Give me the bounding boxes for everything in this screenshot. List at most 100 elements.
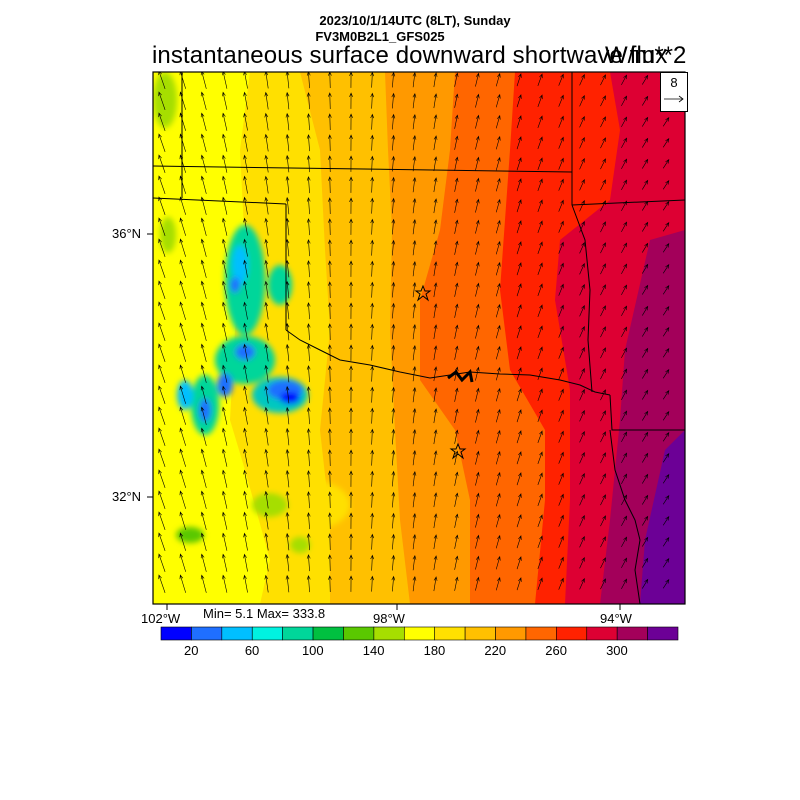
colorbar-swatch — [373, 626, 405, 641]
wind-arrow-icon — [495, 177, 501, 192]
wind-arrow-icon — [475, 345, 480, 360]
wind-arrow-icon — [370, 533, 375, 550]
wind-arrow-icon — [158, 91, 166, 111]
wind-arrow-icon — [200, 301, 207, 320]
wind-arrow-icon — [285, 574, 290, 593]
wind-arrow-icon — [579, 262, 585, 275]
wind-arrow-icon — [158, 574, 166, 594]
wind-arrow-icon — [412, 365, 417, 382]
wind-arrow-icon — [558, 409, 564, 422]
wind-arrow-icon — [222, 154, 228, 173]
wind-arrow-icon — [621, 431, 628, 442]
wind-arrow-icon — [328, 323, 332, 341]
date-line: 2023/10/1/14UTC (8LT), Sunday — [319, 13, 511, 28]
wind-arrow-icon — [600, 452, 606, 464]
wind-arrow-icon — [558, 535, 564, 548]
wind-arrow-icon — [558, 178, 564, 191]
wind-arrow-icon — [433, 240, 438, 256]
wind-arrow-icon — [391, 323, 396, 340]
wind-arrow-icon — [516, 283, 522, 297]
wind-arrow-icon — [621, 578, 628, 589]
wind-arrow-icon — [579, 535, 585, 548]
wind-arrow-icon — [200, 511, 207, 530]
wind-arrow-icon — [306, 155, 311, 173]
wind-arrow-icon — [621, 74, 628, 85]
wind-arrow-icon — [475, 366, 480, 381]
wind-arrow-icon — [306, 365, 311, 383]
wind-arrow-icon — [391, 260, 396, 277]
wind-arrow-icon — [662, 306, 670, 316]
wind-arrow-icon — [243, 154, 248, 173]
wind-arrow-icon — [475, 282, 480, 297]
wind-arrow-icon — [200, 112, 207, 131]
wind-arrow-icon — [600, 389, 606, 401]
wind-arrow-icon — [516, 535, 522, 549]
wind-arrow-icon — [642, 137, 649, 148]
wind-arrow-icon — [264, 196, 269, 215]
wind-arrow-icon — [433, 156, 438, 172]
wind-arrow-icon — [179, 112, 186, 131]
wind-arrow-icon — [454, 198, 459, 213]
wind-arrow-icon — [264, 532, 269, 551]
wind-arrow-icon — [391, 512, 396, 529]
wind-arrow-icon — [495, 72, 501, 87]
wind-arrow-icon — [412, 197, 417, 214]
wind-arrow-icon — [285, 406, 290, 425]
wind-arrow-icon — [537, 472, 543, 485]
wind-arrow-icon — [642, 95, 649, 106]
wind-arrow-icon — [243, 385, 248, 404]
wind-arrow-icon — [158, 217, 166, 237]
wind-arrow-icon — [412, 239, 417, 256]
wind-arrow-icon — [621, 536, 628, 547]
wind-arrow-icon — [454, 303, 459, 318]
wind-arrow-icon — [537, 451, 543, 464]
wind-arrow-icon — [158, 238, 166, 258]
wind-arrow-icon — [222, 574, 228, 593]
wind-arrow-icon — [495, 387, 501, 402]
wind-arrow-icon — [412, 155, 417, 172]
wind-arrow-icon — [600, 410, 606, 422]
colorbar-swatch — [525, 626, 557, 641]
wind-arrow-icon — [537, 367, 543, 380]
wind-arrow-icon — [662, 285, 670, 295]
wind-arrow-icon — [306, 512, 311, 530]
wind-arrow-icon — [179, 196, 186, 215]
colorbar-swatch — [221, 626, 253, 641]
wind-arrow-icon — [475, 471, 480, 486]
wind-arrow-icon — [306, 197, 311, 215]
wind-arrow-icon — [662, 369, 670, 379]
wind-arrow-icon — [349, 302, 353, 319]
wind-arrow-icon — [495, 366, 501, 381]
wind-arrow-icon — [285, 72, 290, 89]
colorbar-swatch — [251, 626, 283, 641]
wind-arrow-icon — [243, 280, 248, 299]
wind-arrow-icon — [600, 179, 606, 191]
wind-arrow-icon — [412, 281, 417, 298]
wind-arrow-icon — [285, 427, 290, 446]
wind-arrow-icon — [391, 386, 396, 403]
wind-arrow-icon — [222, 259, 228, 278]
wind-arrow-icon — [222, 301, 228, 320]
wind-arrow-icon — [642, 284, 649, 295]
wind-arrow-icon — [475, 135, 480, 150]
wind-arrow-icon — [454, 513, 459, 528]
wind-arrow-icon — [412, 554, 417, 571]
main-title: instantaneous surface downward shortwave… — [152, 42, 668, 69]
wind-arrow-icon — [179, 427, 186, 446]
wind-arrow-icon — [179, 532, 186, 551]
wind-arrow-icon — [306, 491, 311, 509]
wind-arrow-icon — [179, 133, 186, 152]
wind-arrow-icon — [516, 388, 522, 402]
wind-arrow-icon — [475, 324, 480, 339]
wind-arrow-icon — [516, 367, 522, 381]
lon-label-94w: 94°W — [600, 611, 632, 626]
wind-arrow-icon — [642, 263, 649, 274]
wind-arrow-icon — [621, 305, 628, 316]
wind-arrow-icon — [621, 95, 628, 106]
wind-arrow-icon — [391, 176, 396, 193]
wind-arrow-icon — [412, 323, 417, 340]
wind-arrow-icon — [328, 449, 332, 467]
wind-arrow-icon — [285, 511, 290, 530]
wind-arrow-icon — [662, 327, 670, 337]
map-frame — [152, 71, 686, 605]
